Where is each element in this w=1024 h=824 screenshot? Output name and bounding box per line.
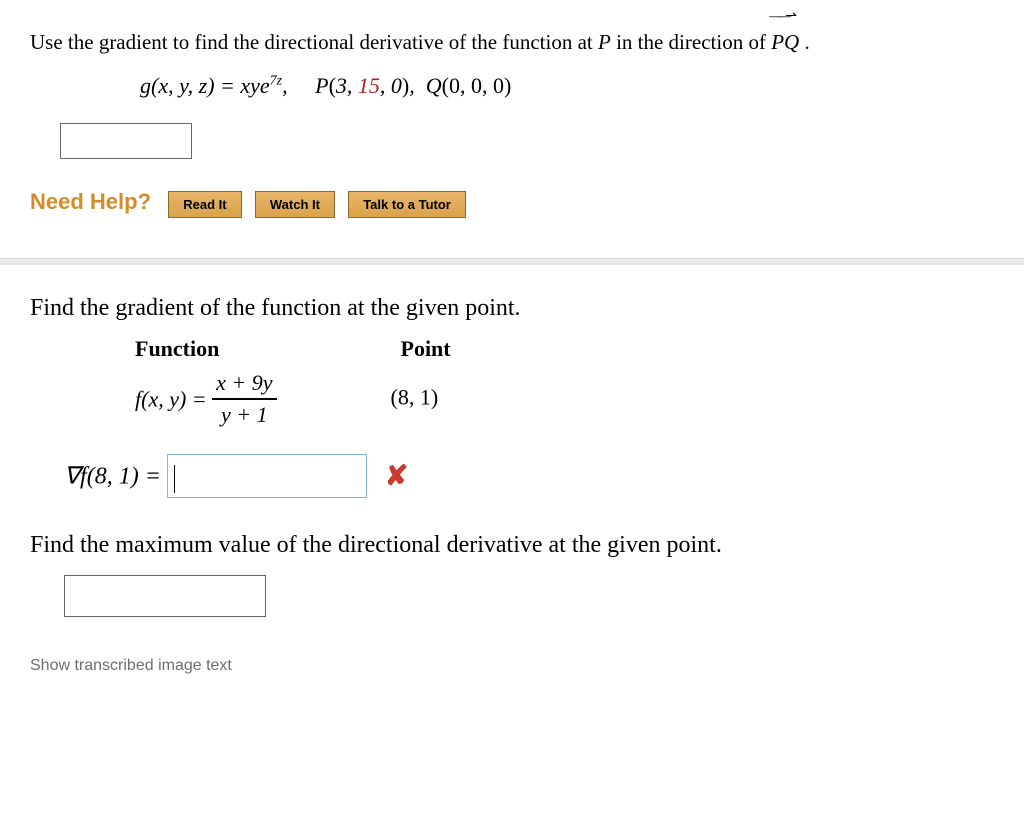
- q1-P-changed: 15: [358, 73, 380, 98]
- q2-func-lhs: f(x, y) =: [135, 386, 212, 411]
- q1-prompt: Use the gradient to find the directional…: [30, 30, 994, 55]
- q2-table-head: Function Point: [135, 336, 994, 362]
- q2-fraction: x + 9y y + 1: [212, 370, 276, 429]
- q3-answer-input[interactable]: [64, 575, 266, 617]
- q1-Q-value: (0, 0, 0): [442, 73, 512, 98]
- q2-cursor: [174, 465, 175, 493]
- q1-P-label: P: [315, 73, 328, 98]
- q1-prompt-text3: .: [804, 30, 809, 54]
- read-it-button[interactable]: Read It: [168, 191, 241, 218]
- q1-answer-input[interactable]: [60, 123, 192, 159]
- q3-answer-row: [64, 575, 994, 617]
- show-transcribed-link[interactable]: Show transcribed image text: [30, 657, 994, 675]
- q1-equation: g(x, y, z) = xye7z, P(3, 15, 0), Q(0, 0,…: [140, 73, 994, 99]
- q2-frac-den: y + 1: [212, 400, 276, 428]
- q1-PQ: PQ: [771, 30, 799, 55]
- q2-grad-label: ∇f(8, 1) =: [64, 464, 167, 490]
- q1-P: P: [598, 30, 611, 54]
- q2-grad-row: ∇f(8, 1) = ✘: [64, 454, 994, 498]
- section-divider: [0, 258, 1024, 265]
- talk-tutor-button[interactable]: Talk to a Tutor: [348, 191, 466, 218]
- q2-head-point: Point: [401, 336, 451, 361]
- q2-point: (8, 1): [391, 384, 439, 409]
- q1-prompt-text2: in the direction of: [616, 30, 771, 54]
- q1-Q-label: Q: [426, 73, 442, 98]
- q1-answer-row: [60, 123, 994, 159]
- q2-answer-input[interactable]: [167, 454, 367, 498]
- help-row: Need Help? Read It Watch It Talk to a Tu…: [30, 189, 994, 218]
- q2-frac-num: x + 9y: [212, 370, 276, 400]
- q1-prompt-text1: Use the gradient to find the directional…: [30, 30, 598, 54]
- q2-func: f(x, y) = x + 9y y + 1: [135, 370, 385, 429]
- q2-head-function: Function: [135, 336, 395, 362]
- wrong-icon: ✘: [385, 459, 408, 493]
- q2-prompt: Find the gradient of the function at the…: [30, 295, 994, 322]
- q1-comma: ,: [282, 73, 288, 98]
- watch-it-button[interactable]: Watch It: [255, 191, 335, 218]
- q1-func-lhs: g(x, y, z) = xye: [140, 73, 270, 98]
- q2-func-row: f(x, y) = x + 9y y + 1 (8, 1): [135, 370, 994, 429]
- q1-func-exp: 7z: [270, 74, 282, 89]
- q3-prompt: Find the maximum value of the directiona…: [30, 532, 994, 559]
- need-help-label: Need Help?: [30, 189, 151, 214]
